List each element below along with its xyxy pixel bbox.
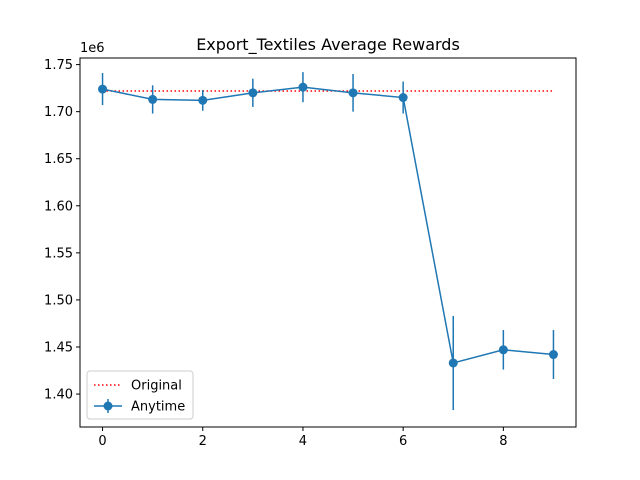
y-tick-label: 1.60	[44, 199, 73, 214]
legend-label: Original	[131, 379, 182, 394]
axes: 0 2 4 6 8 1.40 1.45 1.50 1.55 1.60 1.65 1.70 1.75	[44, 57, 577, 449]
legend-anytime-marker	[103, 401, 113, 411]
x-tick-label: 8	[499, 434, 507, 449]
data-point	[398, 93, 408, 103]
x-tick-label: 6	[399, 434, 407, 449]
data-point	[498, 345, 508, 355]
series-anytime-line	[102, 86, 554, 364]
data-point	[98, 84, 108, 94]
y-offset-label: 1e6	[80, 41, 105, 56]
x-tick-label: 2	[199, 434, 207, 449]
data-point	[248, 88, 258, 98]
chart-title: Export_Textiles Average Rewards	[196, 35, 460, 55]
legend-box	[86, 370, 194, 420]
y-tick-label: 1.65	[44, 152, 73, 167]
x-tick-label: 0	[98, 434, 106, 449]
axes-frame	[79, 57, 577, 428]
x-tick-label: 4	[299, 434, 307, 449]
data-point	[198, 95, 208, 105]
y-tick-label: 1.75	[44, 58, 73, 73]
legend-label: Anytime	[131, 400, 185, 415]
y-tick-label: 1.45	[44, 340, 73, 355]
data-point	[348, 88, 358, 98]
data-point	[148, 94, 158, 104]
legend: Original Anytime	[86, 370, 194, 420]
y-tick-label: 1.70	[44, 105, 73, 120]
data-point	[298, 82, 308, 92]
y-tick-label: 1.50	[44, 293, 73, 308]
data-point	[448, 358, 458, 368]
data-point	[548, 350, 558, 360]
plot-area	[98, 72, 558, 411]
y-tick-label: 1.55	[44, 246, 73, 261]
y-tick-label: 1.40	[44, 388, 73, 403]
